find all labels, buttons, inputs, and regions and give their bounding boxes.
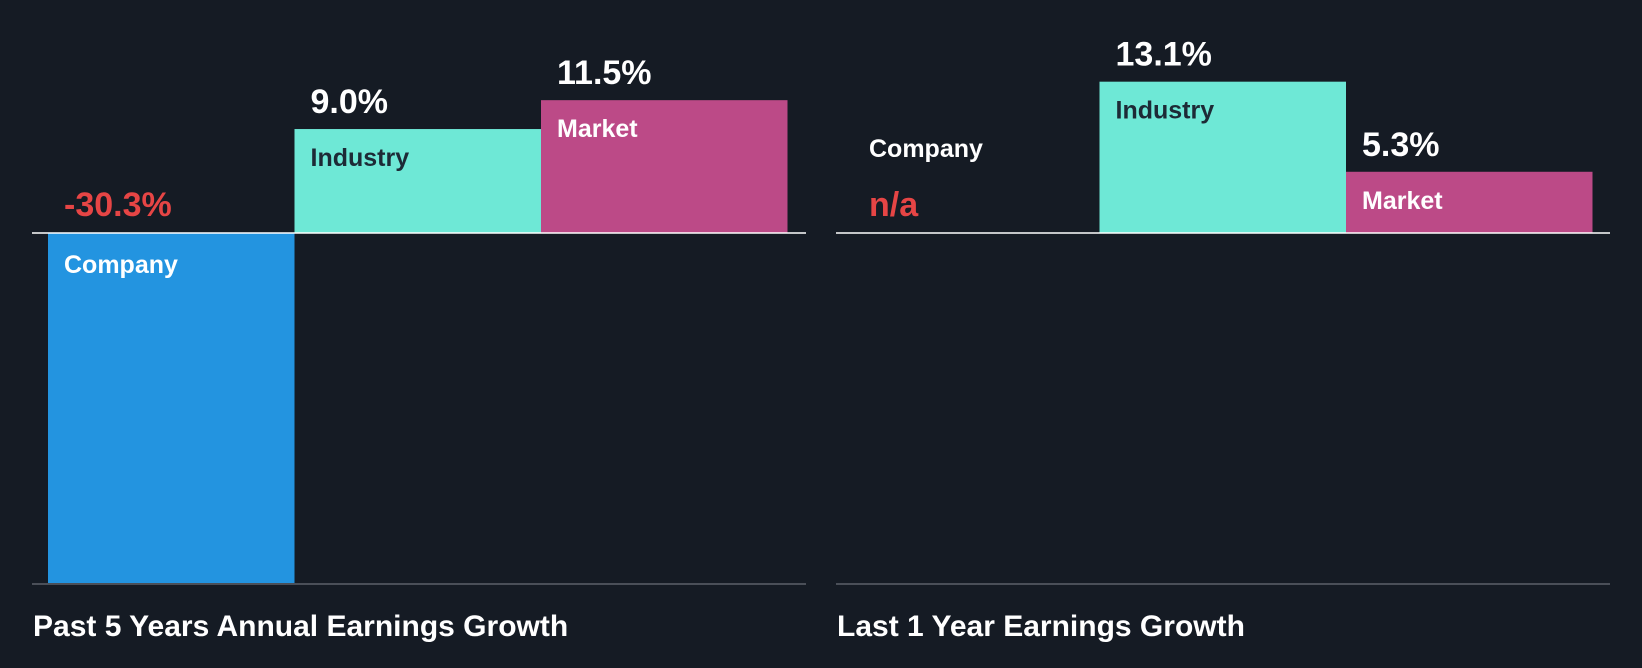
market-bar bbox=[1346, 171, 1593, 233]
industry-bar bbox=[1099, 81, 1346, 233]
company-value-label: n/a bbox=[869, 186, 919, 224]
industry-bar-label: Industry bbox=[311, 144, 410, 172]
market-bar bbox=[541, 100, 788, 233]
past-5-years-panel: Company -30.3% Industry 9.0% Market 11.5% Past… bbox=[32, 54, 806, 643]
industry-bar bbox=[294, 129, 541, 233]
market-value-label: 11.5% bbox=[557, 54, 652, 92]
chart-title: Last 1 Year Earnings Growth bbox=[837, 610, 1245, 643]
market-bar-label: Market bbox=[557, 115, 638, 143]
company-value-label: -30.3% bbox=[64, 186, 172, 224]
market-bar-label: Market bbox=[1362, 187, 1443, 215]
company-bar-label: Company bbox=[64, 251, 178, 279]
industry-bar-label: Industry bbox=[1116, 97, 1215, 125]
industry-value-label: 13.1% bbox=[1116, 36, 1212, 74]
industry-value-label: 9.0% bbox=[311, 83, 389, 121]
company-bar-label: Company bbox=[869, 135, 983, 163]
company-bar bbox=[48, 233, 295, 583]
last-1-year-panel: Company n/a Industry 13.1% Market 5.3% Last 1 … bbox=[836, 36, 1610, 643]
chart-title: Past 5 Years Annual Earnings Growth bbox=[33, 610, 568, 643]
market-value-label: 5.3% bbox=[1362, 126, 1440, 164]
